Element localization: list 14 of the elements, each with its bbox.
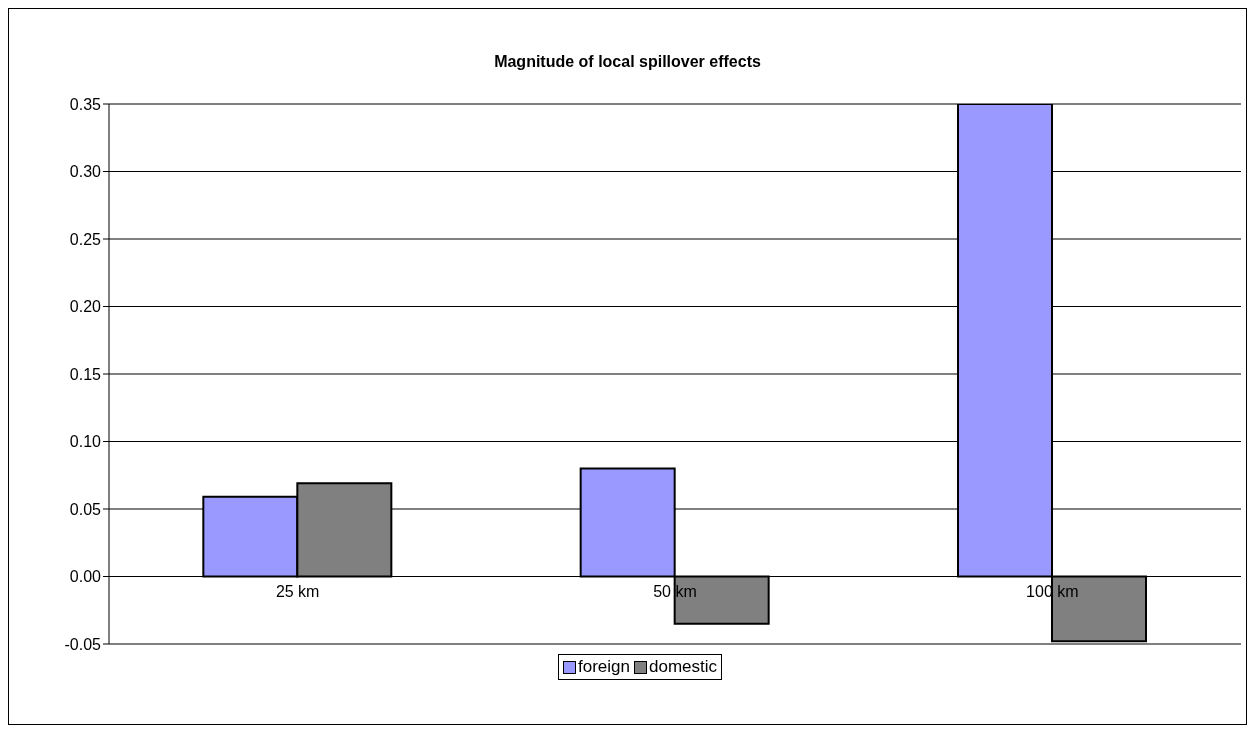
chart-title: Magnitude of local spillover effects <box>493 53 762 71</box>
x-tick-label: 50 km <box>653 582 697 600</box>
legend-label: foreign <box>577 657 630 677</box>
y-tick-label: 0.20 <box>69 298 102 316</box>
y-tick-label: 0.10 <box>69 433 102 451</box>
y-tick-label: 0.00 <box>69 568 102 586</box>
y-tick-label: 0.30 <box>69 163 102 181</box>
x-tick-label: 25 km <box>275 582 320 600</box>
y-tick-label: 0.15 <box>69 365 102 383</box>
y-tick-label: 0.35 <box>69 95 102 113</box>
y-tick-label: 0.25 <box>69 230 102 248</box>
y-tick-label: -0.05 <box>64 635 102 653</box>
y-tick-label: 0.05 <box>69 500 102 518</box>
legend-label: domestic <box>647 657 717 677</box>
